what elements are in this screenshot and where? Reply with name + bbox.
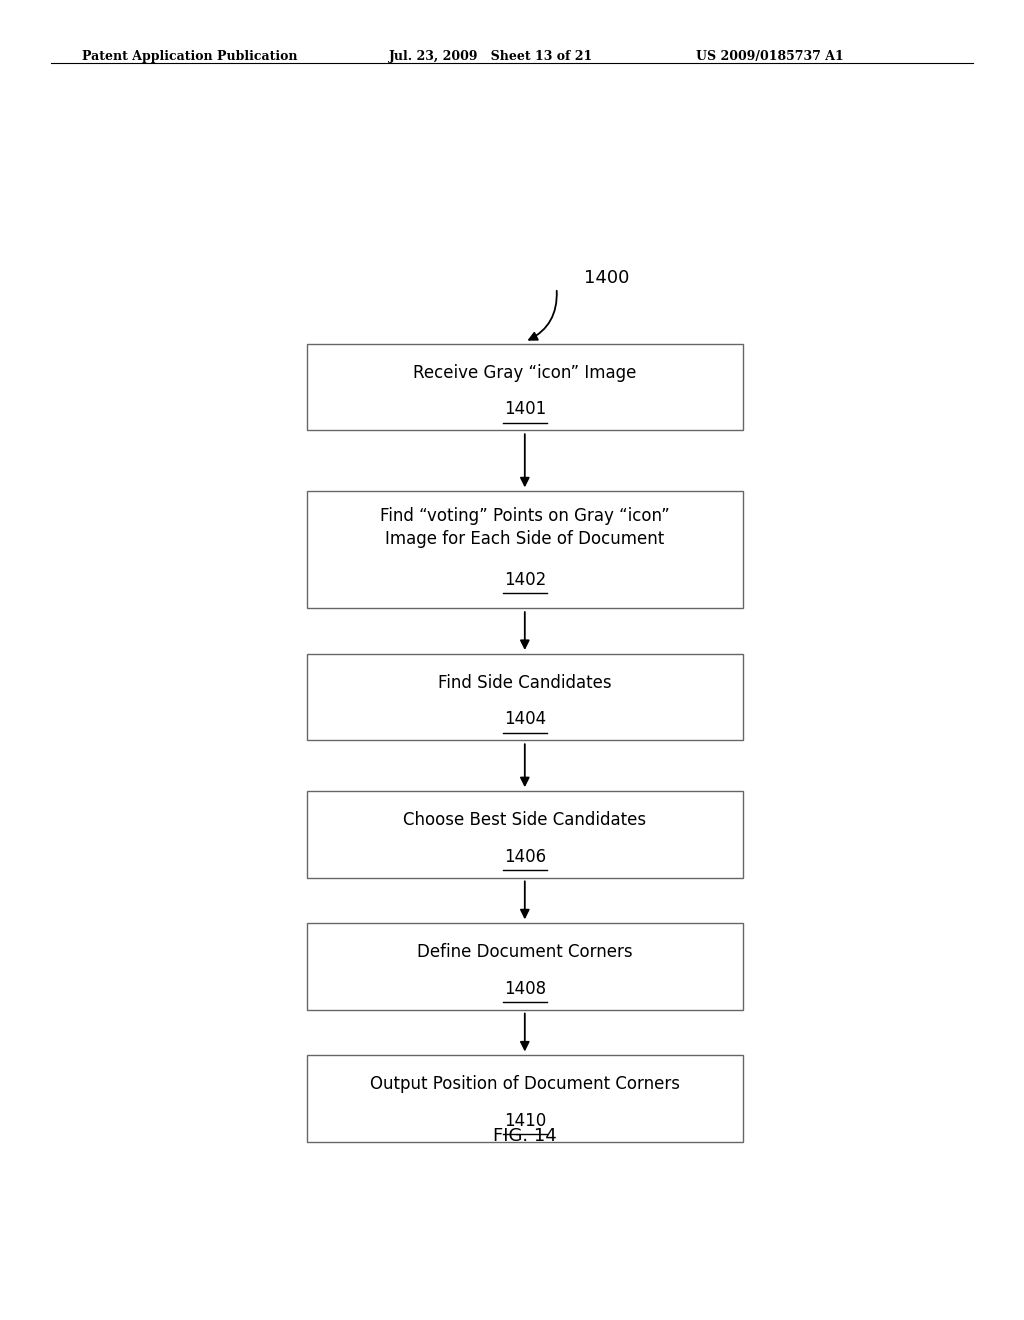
FancyBboxPatch shape bbox=[306, 791, 743, 878]
Text: Jul. 23, 2009   Sheet 13 of 21: Jul. 23, 2009 Sheet 13 of 21 bbox=[389, 50, 593, 63]
Text: 1410: 1410 bbox=[504, 1111, 546, 1130]
FancyBboxPatch shape bbox=[306, 1056, 743, 1142]
Text: FIG. 14: FIG. 14 bbox=[493, 1127, 557, 1146]
Text: 1401: 1401 bbox=[504, 400, 546, 418]
Text: 1404: 1404 bbox=[504, 710, 546, 729]
Text: Choose Best Side Candidates: Choose Best Side Candidates bbox=[403, 810, 646, 829]
Text: Output Position of Document Corners: Output Position of Document Corners bbox=[370, 1076, 680, 1093]
FancyArrowPatch shape bbox=[529, 290, 557, 339]
Text: US 2009/0185737 A1: US 2009/0185737 A1 bbox=[696, 50, 844, 63]
FancyBboxPatch shape bbox=[306, 345, 743, 430]
Text: Patent Application Publication: Patent Application Publication bbox=[82, 50, 297, 63]
Text: Find “voting” Points on Gray “icon”
Image for Each Side of Document: Find “voting” Points on Gray “icon” Imag… bbox=[380, 507, 670, 548]
Text: Find Side Candidates: Find Side Candidates bbox=[438, 675, 611, 692]
Text: 1408: 1408 bbox=[504, 979, 546, 998]
FancyBboxPatch shape bbox=[306, 653, 743, 741]
FancyBboxPatch shape bbox=[306, 923, 743, 1010]
Text: Receive Gray “icon” Image: Receive Gray “icon” Image bbox=[413, 364, 637, 381]
Text: Define Document Corners: Define Document Corners bbox=[417, 944, 633, 961]
Text: 1402: 1402 bbox=[504, 572, 546, 589]
FancyBboxPatch shape bbox=[306, 491, 743, 609]
Text: 1406: 1406 bbox=[504, 847, 546, 866]
Text: 1400: 1400 bbox=[585, 269, 630, 286]
